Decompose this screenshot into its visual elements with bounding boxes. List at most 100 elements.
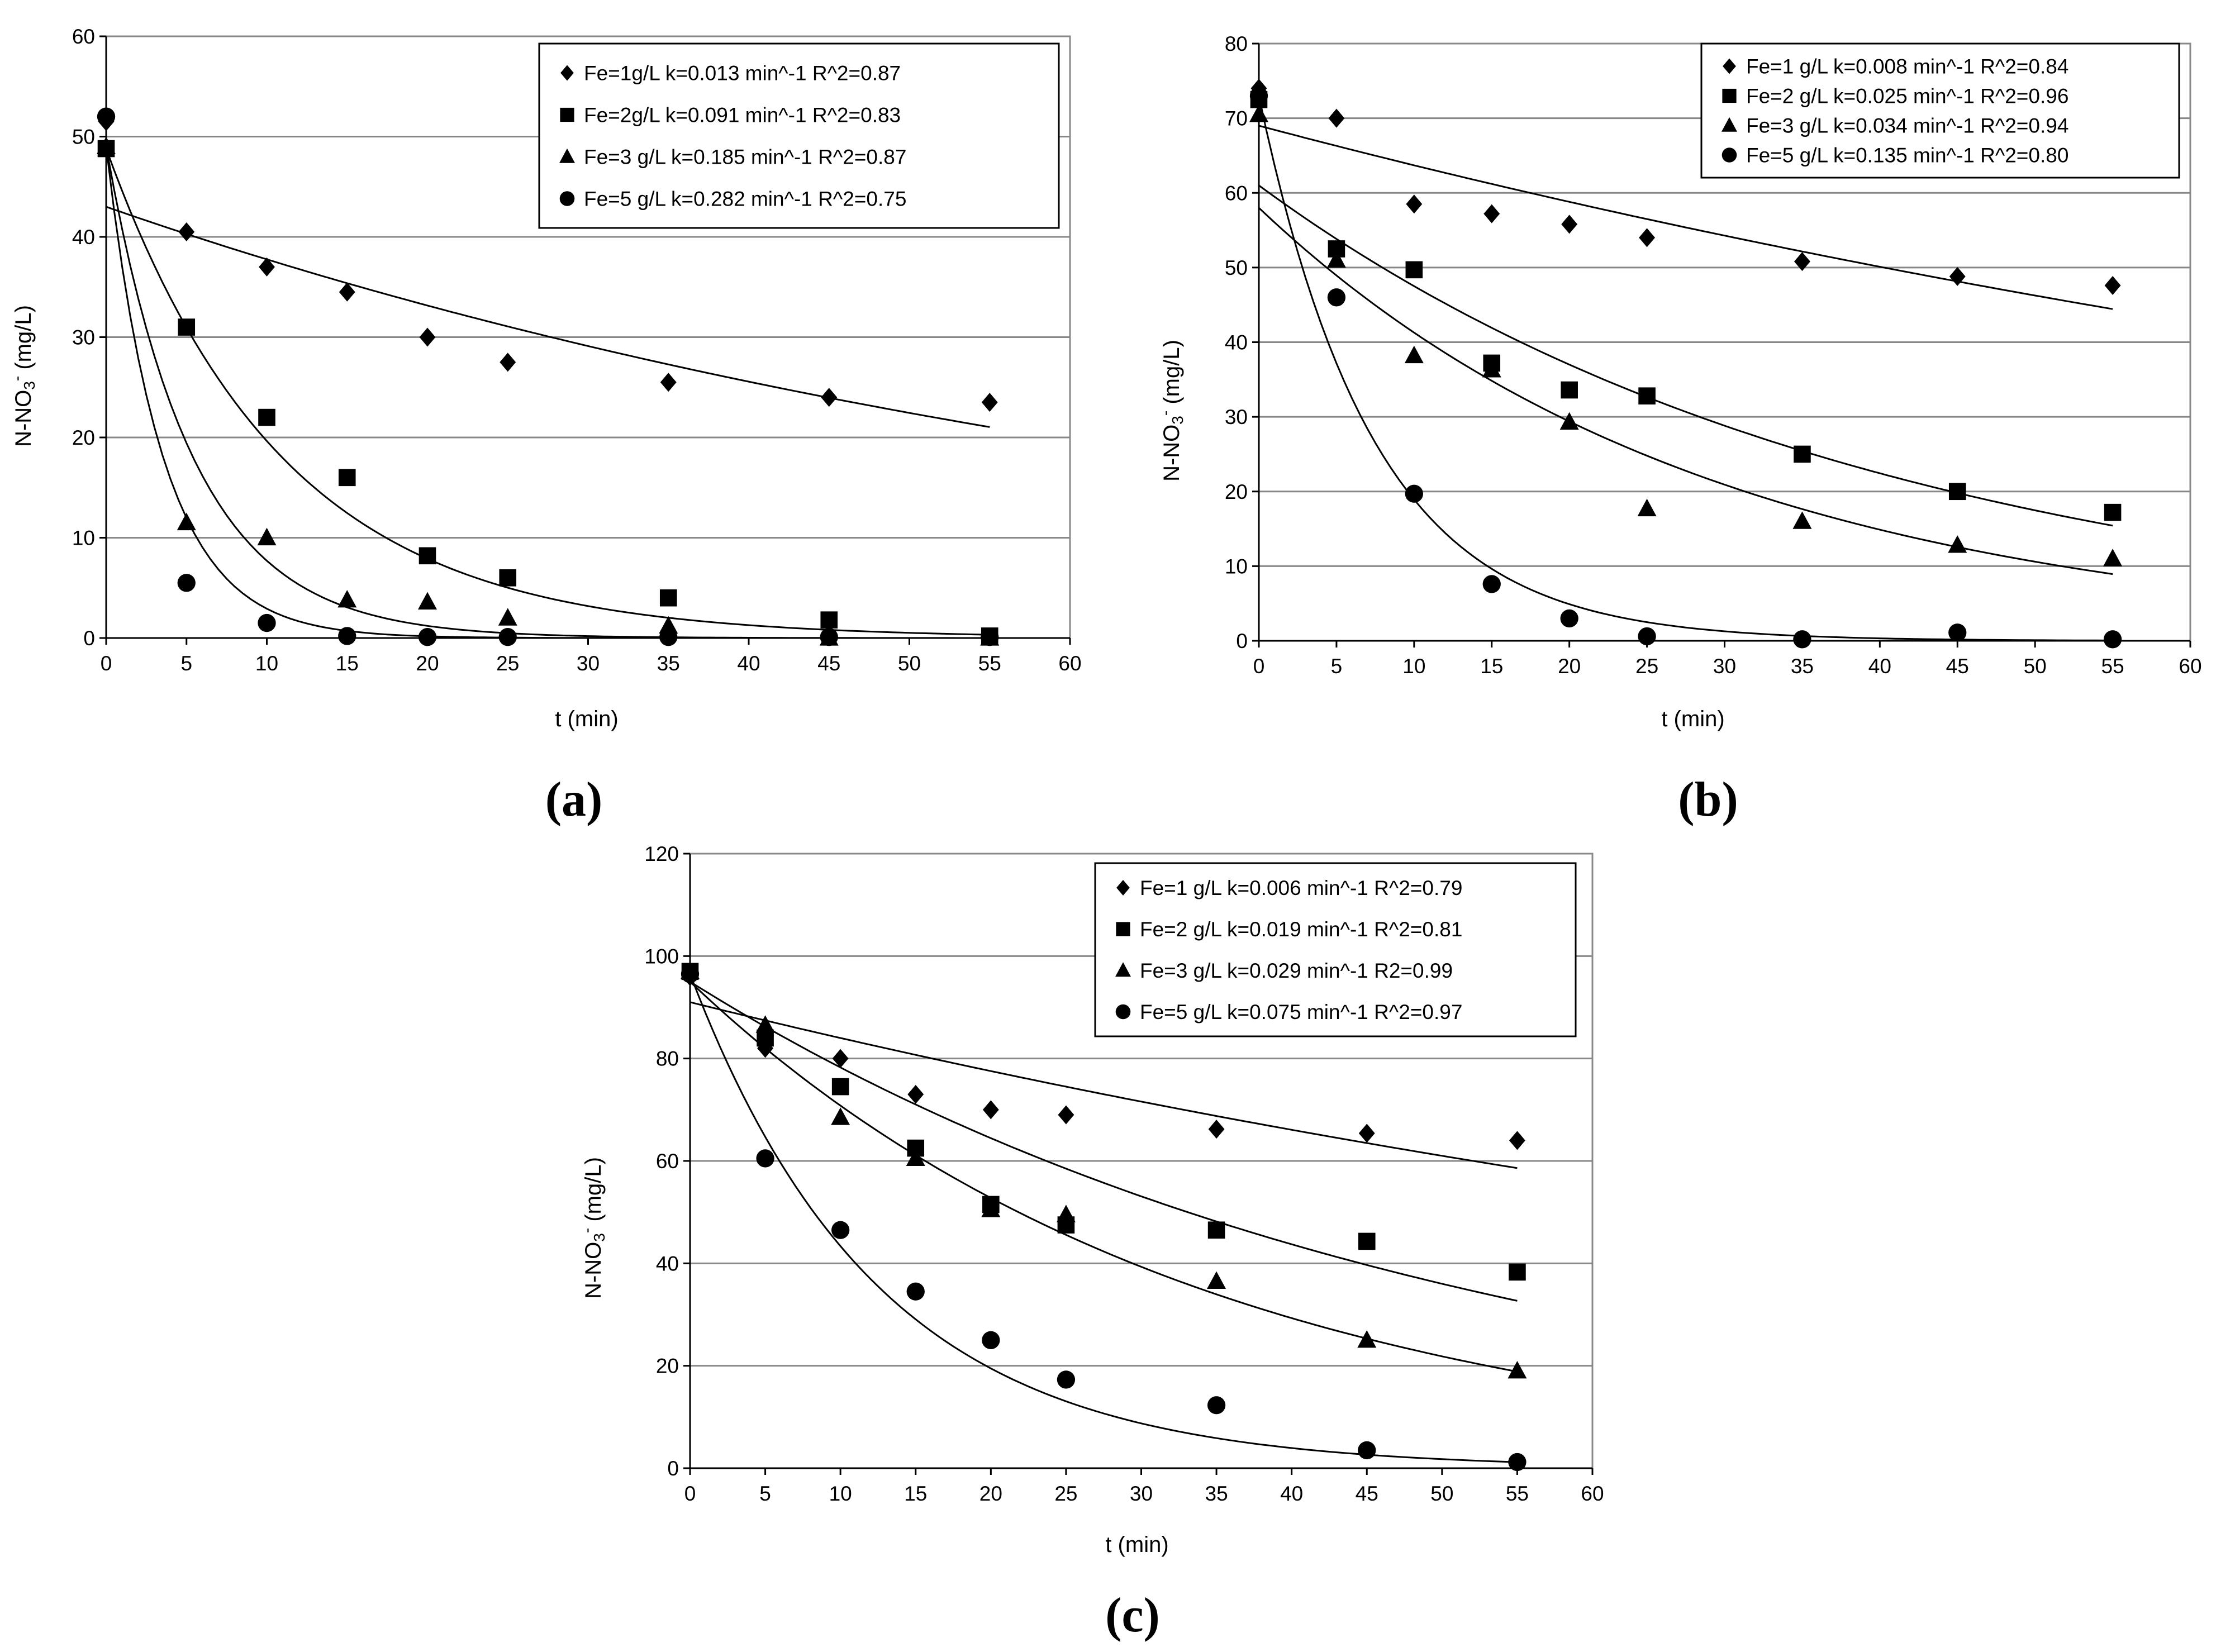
x-tick-label: 60 — [1058, 652, 1081, 675]
fit-curve — [1258, 207, 2113, 575]
x-tick-label: 45 — [1946, 655, 1969, 678]
fit-curve — [105, 148, 990, 636]
data-point-circle — [1207, 1396, 1226, 1415]
legend-marker-triangle — [1115, 962, 1131, 977]
data-point-triangle — [755, 1015, 775, 1033]
data-point-circle — [338, 627, 356, 645]
data-point-square — [258, 408, 275, 426]
data-point-circle — [1249, 87, 1268, 105]
fit-curve — [105, 146, 990, 639]
data-point-circle — [1358, 1441, 1376, 1460]
data-point-triangle — [1326, 250, 1346, 268]
x-tick-label: 45 — [1356, 1482, 1378, 1505]
data-point-square — [338, 469, 356, 487]
data-point-square — [419, 547, 436, 565]
data-point-circle — [1948, 623, 1967, 642]
x-tick-label: 60 — [2179, 655, 2201, 678]
y-tick-label: 80 — [1225, 32, 1248, 55]
data-point-circle — [1405, 484, 1423, 503]
x-tick-label: 25 — [496, 652, 519, 675]
data-point-square — [1561, 381, 1578, 399]
data-point-square — [499, 569, 517, 587]
fit-curve — [1258, 184, 2113, 527]
data-point-triangle — [257, 527, 277, 546]
x-tick-label: 5 — [1331, 655, 1343, 678]
data-point-triangle — [337, 589, 357, 608]
y-tick-label: 100 — [644, 945, 679, 968]
data-point-triangle — [1056, 1205, 1076, 1222]
data-point-circle — [1508, 1453, 1527, 1472]
x-tick-label: 5 — [180, 652, 192, 675]
data-point-circle — [1793, 630, 1811, 649]
x-tick-label: 20 — [1558, 655, 1581, 678]
x-tick-label: 45 — [817, 652, 840, 675]
data-point-circle — [1057, 1370, 1076, 1389]
legend-marker-square — [560, 107, 574, 122]
x-tick-label: 0 — [1253, 655, 1265, 678]
data-point-square — [1405, 261, 1423, 279]
x-tick-label: 20 — [979, 1482, 1002, 1505]
data-point-circle — [681, 965, 700, 983]
y-tick-label: 0 — [1236, 630, 1248, 653]
data-point-circle — [498, 628, 517, 646]
fit-curve — [689, 973, 1518, 1463]
x-axis-label: t (min) — [555, 707, 618, 731]
legend-marker-circle — [559, 191, 575, 206]
x-tick-label: 50 — [898, 652, 921, 675]
legend-marker-circle — [1115, 1004, 1131, 1020]
legend-box — [538, 42, 1060, 229]
legend-marker-diamond — [560, 65, 574, 81]
y-tick-label: 40 — [1225, 331, 1248, 354]
data-point-circle — [418, 628, 437, 646]
data-point-square — [831, 1078, 849, 1096]
data-point-circle — [1327, 288, 1346, 307]
x-tick-label: 30 — [1713, 655, 1736, 678]
data-point-diamond — [821, 388, 838, 407]
legend-marker-circle — [1722, 147, 1737, 163]
y-axis-label: N-NO3- (mg/L) — [578, 1157, 608, 1299]
data-point-square — [1638, 387, 1656, 405]
y-tick-label: 120 — [644, 842, 679, 865]
data-point-triangle — [831, 1107, 850, 1125]
legend-label: Fe=2g/L k=0.091 min^-1 R^2=0.83 — [584, 104, 901, 127]
x-tick-label: 40 — [1868, 655, 1891, 678]
fit-curve — [689, 981, 1518, 1373]
data-point-triangle — [177, 512, 196, 531]
legend-marker-triangle — [1722, 117, 1737, 132]
panel-label: (a) — [545, 773, 603, 827]
fit-curve — [1258, 96, 2113, 641]
data-point-circle — [981, 628, 999, 646]
fit-curve — [689, 1001, 1518, 1169]
x-tick-label: 0 — [101, 652, 112, 675]
x-tick-label: 25 — [1054, 1482, 1077, 1505]
data-point-circle — [906, 1282, 925, 1301]
y-tick-label: 40 — [656, 1252, 679, 1275]
data-point-diamond — [2104, 275, 2121, 295]
data-point-triangle — [1404, 345, 1424, 364]
data-point-square — [2104, 503, 2122, 521]
data-point-diamond — [1561, 215, 1578, 234]
x-tick-label: 10 — [1402, 655, 1425, 678]
data-point-diamond — [1509, 1131, 1525, 1150]
data-point-square — [1509, 1263, 1526, 1281]
data-point-circle — [1560, 609, 1578, 628]
data-point-diamond — [1794, 252, 1810, 272]
x-axis-label: t (min) — [1661, 707, 1724, 731]
data-point-diamond — [1639, 228, 1656, 247]
data-point-square — [1207, 1221, 1225, 1239]
y-tick-label: 80 — [656, 1048, 679, 1070]
data-point-circle — [756, 1149, 774, 1168]
y-axis-label: N-NO3- (mg/L) — [1157, 340, 1187, 482]
y-tick-label: 60 — [72, 25, 95, 48]
data-point-square — [659, 589, 677, 607]
data-point-diamond — [1406, 194, 1423, 214]
data-point-diamond — [419, 327, 436, 347]
data-point-diamond — [660, 373, 677, 392]
legend-label: Fe=3 g/L k=0.029 min^-1 R2=0.99 — [1140, 959, 1453, 982]
x-tick-label: 25 — [1635, 655, 1658, 678]
data-point-circle — [831, 1221, 850, 1239]
data-point-diamond — [1058, 1105, 1074, 1125]
y-tick-label: 10 — [1225, 555, 1248, 578]
data-point-triangle — [1207, 1271, 1226, 1289]
